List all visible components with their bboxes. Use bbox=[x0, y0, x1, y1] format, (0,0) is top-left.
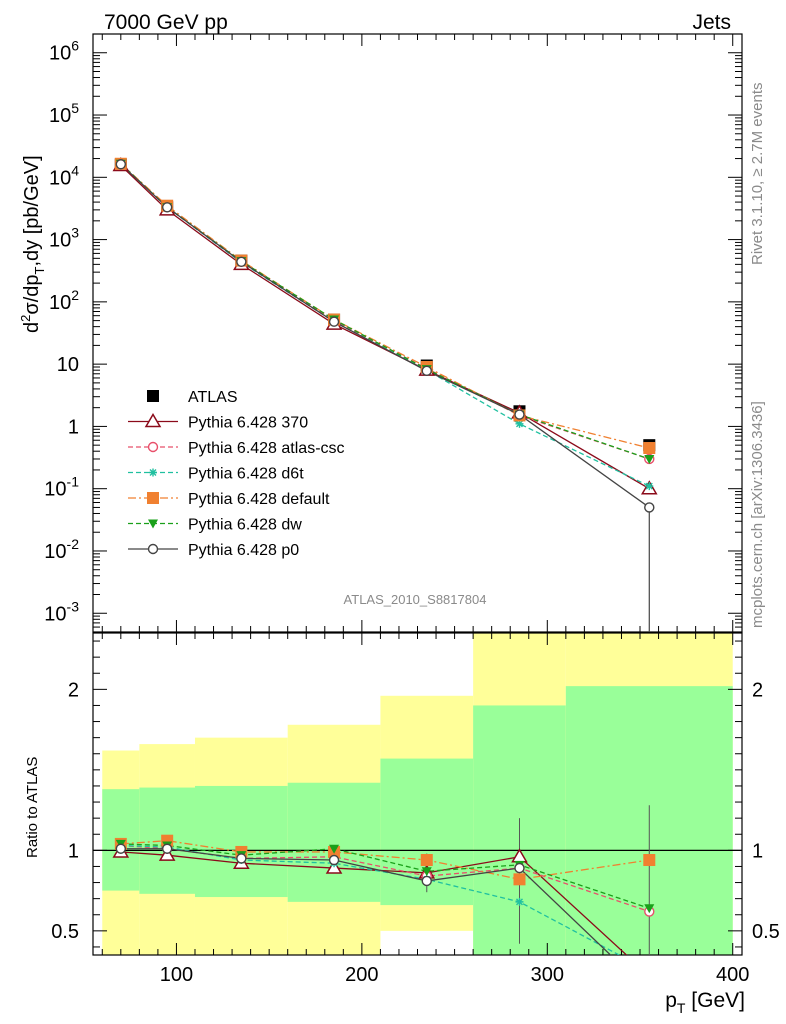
mcplots-source-label: mcplots.cern.ch [arXiv:1306.3436] bbox=[749, 401, 766, 628]
ratio-point bbox=[513, 873, 526, 886]
legend-marker bbox=[149, 468, 157, 477]
data-point bbox=[644, 502, 655, 513]
x-tick-label: 300 bbox=[531, 964, 564, 986]
ratio-point bbox=[161, 843, 173, 854]
ratio-point bbox=[421, 875, 432, 887]
data-point bbox=[328, 316, 340, 327]
legend-label: Pythia 6.428 default bbox=[188, 491, 330, 508]
main-y-tick-label: 104 bbox=[49, 162, 79, 189]
legend-label: Pythia 6.428 d6t bbox=[188, 466, 304, 483]
green-band-segment bbox=[194, 785, 288, 898]
ratio-y-tick-label-right: 1 bbox=[752, 840, 763, 862]
legend-marker bbox=[147, 543, 159, 555]
main-panel-series bbox=[112, 156, 658, 632]
main-y-tick-label: 106 bbox=[49, 38, 79, 65]
ratio-point bbox=[514, 862, 525, 874]
main-y-tick-label: 10-1 bbox=[44, 474, 79, 501]
data-point bbox=[161, 202, 173, 213]
ratio-point bbox=[515, 897, 524, 906]
legend-marker bbox=[144, 413, 162, 428]
main-y-tick-label: 102 bbox=[49, 287, 79, 314]
ratio-point bbox=[158, 846, 176, 861]
ratio-panel-series bbox=[112, 805, 656, 955]
data-point bbox=[644, 454, 655, 464]
ratio-point bbox=[421, 867, 432, 877]
legend-label: Pythia 6.428 dw bbox=[188, 517, 302, 534]
data-point bbox=[115, 159, 127, 170]
ratio-point bbox=[644, 904, 655, 914]
ratio-y-tick-label-left: 0.5 bbox=[51, 921, 79, 943]
header-left-label: 7000 GeV pp bbox=[104, 11, 228, 34]
header-right-label: Jets bbox=[692, 11, 731, 34]
main-y-tick-label: 105 bbox=[49, 100, 79, 127]
data-point bbox=[515, 419, 524, 428]
legend-marker bbox=[147, 390, 159, 402]
rivet-version-label: Rivet 3.1.10, ≥ 2.7M events bbox=[749, 83, 766, 266]
x-tick-label: 200 bbox=[345, 964, 378, 986]
ratio-point bbox=[236, 853, 247, 864]
ratio-y-axis-title: Ratio to ATLAS bbox=[24, 757, 41, 858]
legend-marker bbox=[147, 441, 159, 453]
legend-marker bbox=[147, 492, 159, 504]
legend-label: ATLAS bbox=[188, 389, 238, 406]
main-series-line bbox=[120, 163, 650, 487]
ratio-point bbox=[329, 844, 340, 854]
legend-marker bbox=[148, 519, 158, 529]
legend-label: Pythia 6.428 p0 bbox=[188, 542, 299, 559]
ratio-point bbox=[328, 854, 340, 866]
green-band-segment bbox=[287, 782, 381, 902]
data-point bbox=[236, 256, 247, 267]
data-point bbox=[421, 365, 432, 377]
main-y-axis-title: d2σ/dpT,dy [pb/GeV] bbox=[18, 155, 47, 333]
analysis-id-label: ATLAS_2010_S8817804 bbox=[344, 592, 487, 607]
ratio-point bbox=[643, 854, 656, 867]
data-point bbox=[514, 409, 525, 420]
x-tick-label: 400 bbox=[716, 964, 749, 986]
x-tick-label: 100 bbox=[160, 964, 193, 986]
ratio-y-tick-label-left: 2 bbox=[68, 679, 79, 701]
legend-label: Pythia 6.428 atlas-csc bbox=[188, 440, 345, 457]
ratio-uncertainty-bands bbox=[102, 633, 733, 955]
main-y-tick-label: 10-2 bbox=[44, 536, 79, 563]
data-point bbox=[645, 482, 654, 491]
ratio-y-tick-label-right: 0.5 bbox=[752, 921, 780, 943]
ratio-point bbox=[115, 843, 127, 854]
ratio-point bbox=[420, 854, 433, 867]
main-y-tick-label: 103 bbox=[49, 225, 79, 252]
main-y-tick-label: 10 bbox=[57, 354, 79, 376]
x-axis-title: pT [GeV] bbox=[665, 989, 745, 1016]
main-y-tick-label: 1 bbox=[68, 416, 79, 438]
legend-label: Pythia 6.428 370 bbox=[188, 415, 308, 432]
axis-ticks: 100 200 300 400 10-3 10-2 10-1 1 10 102 103 104 105 1… bbox=[44, 33, 780, 986]
data-point bbox=[643, 442, 656, 455]
ratio-y-tick-label-left: 1 bbox=[68, 840, 79, 862]
legend: ATLAS Pythia 6.428 370 Pythia 6.428 atlas-… bbox=[128, 389, 345, 559]
ratio-y-tick-label-right: 2 bbox=[752, 679, 763, 701]
main-y-tick-label: 10-3 bbox=[44, 598, 79, 625]
